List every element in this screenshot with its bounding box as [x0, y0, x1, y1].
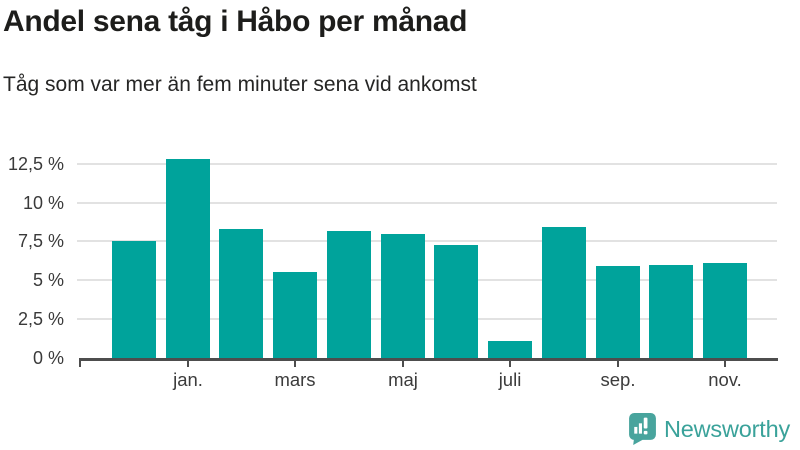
bar-feb.	[219, 228, 263, 358]
x-axis-tick-label: maj	[388, 369, 418, 390]
y-axis-tick-label: 5 %	[32, 270, 64, 291]
y-gridline	[77, 279, 777, 282]
chart-subtitle: Tåg som var mer än fem minuter sena vid …	[3, 73, 477, 96]
bar-sep.	[596, 266, 640, 358]
bar-mars	[273, 272, 317, 358]
x-axis-tick-label: sep.	[600, 369, 636, 390]
bar-okt.	[649, 264, 693, 358]
chart-title: Andel sena tåg i Håbo per månad	[3, 5, 468, 38]
y-axis-tick-label: 0 %	[32, 348, 64, 368]
y-gridline	[77, 162, 777, 165]
y-axis-tick-label: 12,5 %	[7, 153, 64, 174]
newsworthy-brand-text: Newsworthy	[664, 415, 790, 442]
newsworthy-logo-icon	[629, 413, 656, 445]
y-axis-tick-label: 7,5 %	[17, 231, 64, 252]
x-axis-line	[79, 358, 778, 361]
y-gridline	[77, 201, 777, 204]
bar-jan.	[166, 158, 210, 358]
bar-aug.	[542, 227, 586, 358]
x-axis-tick	[402, 358, 404, 367]
bar-juni	[434, 244, 478, 358]
y-axis-tick-label: 10 %	[22, 192, 64, 213]
bar-dec.	[112, 241, 156, 358]
x-axis-tick	[294, 358, 296, 367]
bar-maj	[381, 233, 425, 358]
x-axis-tick-label: jan.	[173, 369, 203, 390]
x-axis-tick	[724, 358, 726, 367]
x-axis-tick	[187, 358, 189, 367]
x-axis-tick-label: juli	[498, 369, 522, 390]
y-axis-tick-label: 2,5 %	[17, 309, 64, 330]
x-axis-tick-label: nov.	[708, 369, 742, 390]
bar-apr.	[327, 230, 371, 358]
bar-nov.	[703, 263, 747, 358]
x-axis-tick	[509, 358, 511, 367]
x-axis-origin-tick	[79, 358, 81, 367]
y-gridline	[77, 318, 777, 321]
x-axis-tick-label: mars	[274, 369, 316, 390]
newsworthy-logo: Newsworthy	[629, 413, 790, 445]
bar-juli	[488, 340, 532, 358]
x-axis-tick	[617, 358, 619, 367]
y-gridline	[77, 240, 777, 243]
